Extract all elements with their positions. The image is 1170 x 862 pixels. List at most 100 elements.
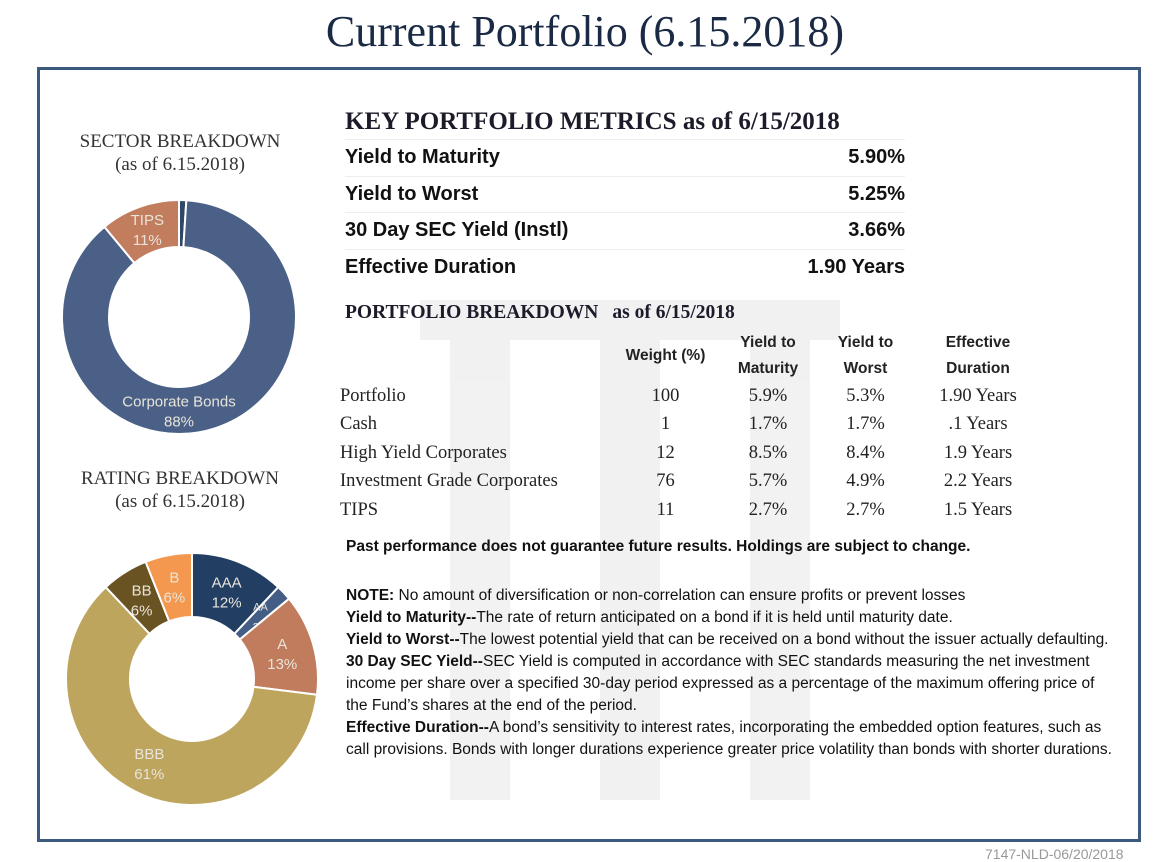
table-cell: 11 [656,499,675,520]
table-cell: 1.7% [846,414,885,435]
slice-value-label: 6% [164,590,186,607]
table-cell: 4.9% [846,471,885,492]
table-cell: 5.9% [748,385,788,406]
table-cell: 1.7% [748,414,788,435]
metric-row: 30 Day SEC Yield (Instl) 3.66% [345,212,905,249]
note-text: SEC Yield is computed in accordance with… [346,653,1095,714]
table-row: Cash 1 1.7% 1.7% .1 Years [340,411,1038,440]
table-cell: High Yield Corporates [340,442,507,463]
table-cell: 2.2 Years [943,471,1013,492]
column-header-line: Yield to [837,334,894,351]
sector-title: SECTOR BREAKDOWN [79,131,281,152]
slice-value-label: 88% [164,414,194,431]
slice-bbb [65,585,319,806]
column-header: Effective Duration [918,330,1038,382]
table-cell: 2.7% [748,499,788,520]
metric-label: Effective Duration [345,255,517,278]
table-cell: 12 [656,442,675,463]
table-cell: 2.7% [846,499,885,520]
slice-category-label: TIPS [131,212,164,229]
content-frame [37,67,1141,842]
note-text: The rate of return anticipated on a bond… [476,609,953,626]
column-header-line: Weight (%) [625,347,706,364]
key-metrics: KEY PORTFOLIO METRICS as of 6/15/2018 Yi… [345,108,905,285]
slice-category-label: A [277,636,287,653]
slice-value-label: 11% [133,232,162,249]
table-cell: .1 Years [948,414,1008,435]
table-cell: Investment Grade Corporates [340,471,558,492]
rating-breakdown-title: RATING BREAKDOWN (as of 6.15.2018) [40,467,320,513]
definitions-notes: NOTE: No amount of diversification or no… [346,585,1116,761]
slice-category-label: AA [253,602,268,614]
sector-subtitle: (as of 6.15.2018) [115,154,245,175]
rating-subtitle: (as of 6.15.2018) [115,491,245,512]
metric-value: 3.66% [848,219,905,242]
rating-title: RATING BREAKDOWN [81,468,279,489]
metric-label: Yield to Maturity [345,146,500,169]
table-row: High Yield Corporates 12 8.5% 8.4% 1.9 Years [340,439,1038,468]
note-term: Yield to Worst-- [346,631,460,648]
table-cell: 1 [660,414,671,435]
table-cell: Portfolio [340,385,406,406]
table-row: TIPS 11 2.7% 2.7% 1.5 Years [340,496,1038,525]
slice-category-label: AAA [212,575,242,592]
note-text: A bond’s sensitivity to interest rates, … [346,719,1112,758]
metric-value: 5.90% [848,146,905,169]
watermark-logo [420,300,840,800]
footer-code: 7147-NLD-06/20/2018 [985,846,1124,862]
note-text: No amount of diversification or non-corr… [394,587,966,604]
slice-b [144,551,193,623]
slice-value-label: 12% [212,595,242,612]
page-title: Current Portfolio (6.15.2018) [325,7,845,56]
breakdown-date: as of 6/15/2018 [612,302,735,323]
metric-row: Yield to Maturity 5.90% [345,139,905,176]
table-row: Investment Grade Corporates 76 5.7% 4.9% 2.2… [340,468,1038,497]
slice-value-label: 61% [134,766,164,783]
note-term: 30 Day SEC Yield-- [346,653,483,670]
note-item: Effective Duration--A bond’s sensitivity… [346,717,1116,761]
note-item: Yield to Maturity--The rate of return an… [346,607,1116,629]
portfolio-breakdown-table: Weight (%) Yield to Maturity Yield to Worst E… [340,330,1038,525]
table-row: Portfolio 100 5.9% 5.3% 1.90 Years [340,382,1038,411]
column-header: Weight (%) [608,330,723,382]
slice-value-label: 6% [131,603,153,620]
column-header-line: Duration [946,360,1010,377]
table-cell: 1.9 Years [943,442,1013,463]
sector-breakdown-title: SECTOR BREAKDOWN (as of 6.15.2018) [40,130,320,176]
note-term: NOTE: [346,587,395,604]
note-item: Yield to Worst--The lowest potential yie… [346,629,1116,651]
metric-value: 5.25% [848,182,905,205]
breakdown-heading: PORTFOLIO BREAKDOWN as of 6/15/2018 [345,302,735,324]
table-cell: 8.5% [748,442,788,463]
column-header-line: Maturity [737,360,799,377]
note-item: NOTE: No amount of diversification or no… [346,585,1116,607]
table-cell: 76 [656,471,675,492]
note-item: 30 Day SEC Yield--SEC Yield is computed … [346,651,1116,717]
note-text: The lowest potential yield that can be r… [459,631,1109,648]
column-header-line: Worst [843,360,888,377]
table-cell: 8.4% [846,442,885,463]
slice-category-label: BBB [134,746,164,763]
slice-corporate-bonds [61,199,297,435]
disclaimer: Past performance does not guarantee futu… [346,538,971,555]
metric-value: 1.90 Years [807,255,905,278]
slice-category-label: Corporate Bonds [122,394,235,411]
column-header: Yield to Worst [813,330,918,382]
column-header-line: Effective [945,334,1011,351]
table-cell: 5.3% [846,385,885,406]
table-cell: 1.5 Years [943,499,1013,520]
slice-tips [103,198,180,265]
slice-value-label: 13% [267,656,297,673]
column-header: Yield to Maturity [723,330,813,382]
slice-category-label: BB [132,583,152,600]
slice-category-label: B [169,570,179,587]
column-header-line: Yield to [740,334,796,351]
table-cell: 1.90 Years [939,385,1017,406]
table-cell: 5.7% [748,471,788,492]
metrics-heading: KEY PORTFOLIO METRICS as of 6/15/2018 [345,108,840,135]
table-cell: TIPS [340,499,379,520]
breakdown-title: PORTFOLIO BREAKDOWN [345,302,599,323]
metric-row: Effective Duration 1.90 Years [345,248,905,286]
